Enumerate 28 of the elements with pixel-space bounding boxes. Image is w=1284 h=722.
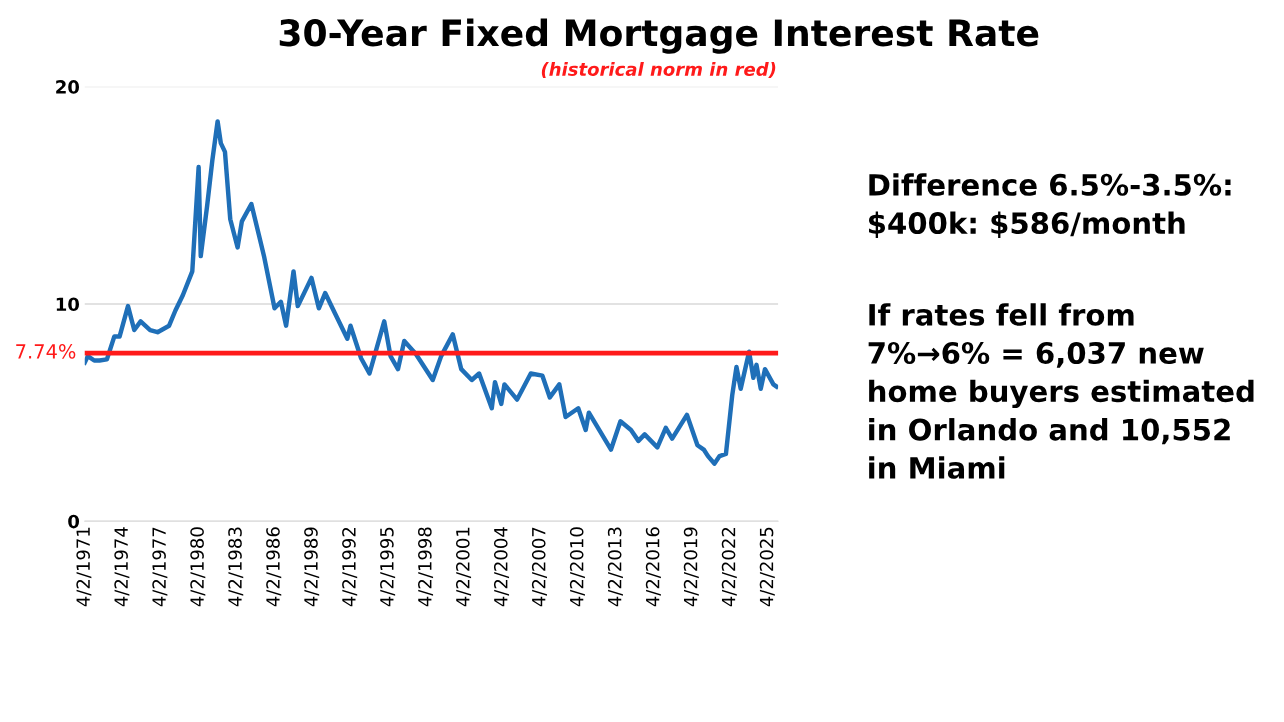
x-tick-label: 4/2/2001 [455, 527, 472, 607]
ref-line-label: 7.74% [16, 344, 76, 359]
y-tick-label: 10 [56, 297, 80, 312]
x-tick-label: 4/2/1989 [304, 527, 320, 607]
line-series [84, 119, 779, 466]
x-tick-label: 4/2/1986 [266, 527, 282, 607]
y-tick-label: 0 [68, 514, 80, 529]
chart-title: 30-Year Fixed Mortgage Interest Rate [279, 18, 1039, 54]
x-tick-label: 4/2/2019 [683, 527, 699, 607]
x-tick-label: 4/2/1995 [380, 527, 396, 607]
x-tick-label: 4/2/2007 [531, 527, 547, 607]
x-tick-label: 4/2/2010 [569, 527, 585, 607]
x-tick-label: 4/2/2025 [759, 527, 775, 607]
y-tick-label: 20 [56, 80, 80, 94]
x-tick-label: 4/2/2022 [721, 527, 737, 607]
x-tick-label: 4/2/1974 [114, 527, 130, 607]
chart-subtitle: (historical norm in red) [541, 62, 776, 79]
text: If rates fell from 7%→6% = 6,037 new home buyers estimated in Orlando and 10,552 in Miami [868, 303, 1254, 479]
x-tick-label: 4/2/1980 [190, 527, 206, 607]
x-tick-label: 4/2/1977 [152, 527, 168, 607]
x-tick-label: 4/2/1971 [76, 527, 92, 607]
x-tick-label: 4/2/1992 [342, 527, 358, 607]
text: Difference 6.5%-3.5%: $400k: $586/month [868, 173, 1231, 238]
x-tick-label: 4/2/2004 [493, 527, 510, 607]
x-tick-label: 4/2/2016 [645, 527, 661, 607]
x-tick-label: 4/2/1998 [418, 527, 434, 607]
x-tick-label: 4/2/1983 [228, 527, 244, 607]
x-tick-label: 4/2/2013 [607, 527, 623, 607]
